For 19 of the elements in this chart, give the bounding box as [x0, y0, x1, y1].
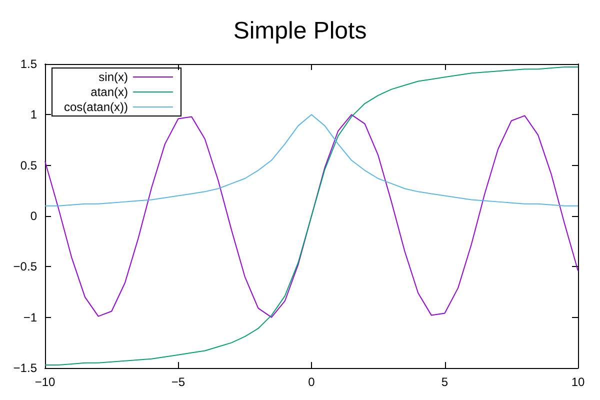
line-series	[44, 114, 578, 318]
y-tick-label: −1	[23, 310, 38, 324]
x-tick-label: −10	[34, 375, 56, 389]
y-tick-label: −0.5	[13, 260, 38, 274]
legend-label: atan(x)	[90, 85, 128, 99]
y-tick-label: 1.5	[20, 57, 38, 71]
legend-label: sin(x)	[98, 70, 128, 84]
legend-label: cos(atan(x))	[64, 100, 128, 114]
y-tick-label: 0	[30, 209, 38, 223]
line-series	[44, 66, 578, 366]
x-tick-label: −5	[171, 375, 186, 389]
chart-title: Simple Plots	[233, 18, 367, 44]
line-series	[44, 114, 578, 206]
x-tick-label: 5	[441, 375, 448, 389]
y-tick-label: 0.5	[20, 158, 38, 172]
y-tick-label: −1.5	[13, 361, 38, 375]
x-tick-label: 10	[571, 375, 585, 389]
x-tick-label: 0	[308, 375, 316, 389]
y-tick-label: 1	[30, 108, 38, 122]
